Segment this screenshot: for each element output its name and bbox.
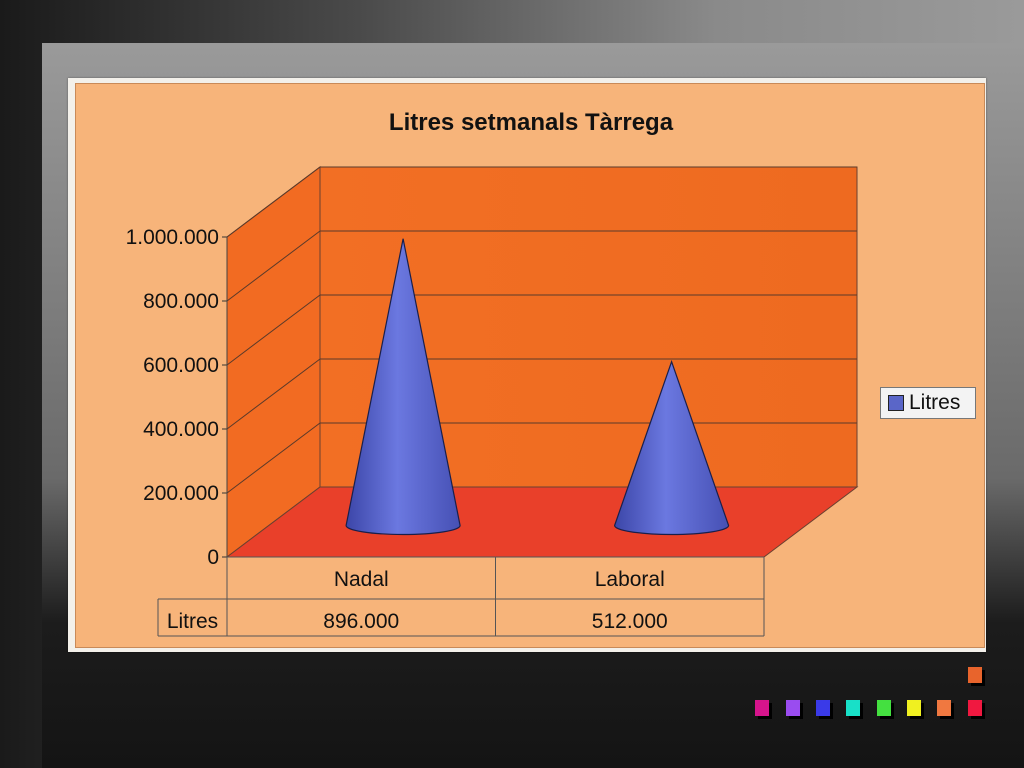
cone-laboral	[613, 359, 730, 536]
gridline-side	[226, 230, 321, 302]
data-table-row-label: Litres	[167, 610, 218, 633]
y-tick-label: 600.000	[143, 354, 219, 377]
legend: Litres	[880, 387, 976, 419]
legend-label: Litres	[909, 391, 961, 414]
chart-title: Litres setmanals Tàrrega	[389, 109, 674, 136]
gridline-side	[226, 358, 321, 430]
gridline-side	[226, 422, 321, 494]
y-tick-label: 200.000	[143, 482, 219, 505]
floor	[225, 486, 859, 558]
gridline-side	[226, 294, 321, 366]
y-tick-label: 0	[207, 546, 219, 569]
y-tick-label: 1.000.000	[126, 226, 219, 249]
legend-swatch	[888, 395, 904, 411]
data-table-value: 896.000	[323, 610, 399, 633]
x-category-label: Nadal	[334, 568, 389, 591]
y-tick-label: 400.000	[143, 418, 219, 441]
data-table-value: 512.000	[592, 610, 668, 633]
y-tick-label: 800.000	[143, 290, 219, 313]
x-category-label: Laboral	[595, 568, 665, 591]
gridline-side	[226, 166, 321, 238]
cone-nadal	[345, 238, 461, 536]
